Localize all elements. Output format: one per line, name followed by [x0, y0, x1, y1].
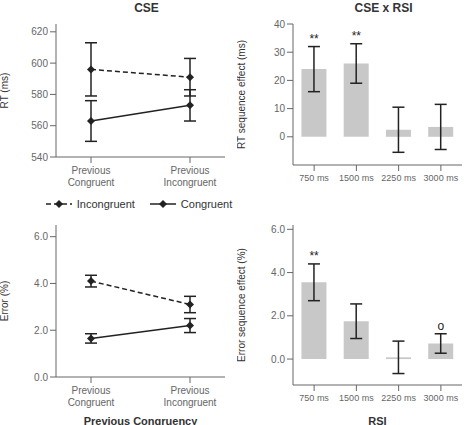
svg-text:Error sequence effect (%): Error sequence effect (%) — [237, 248, 247, 362]
svg-text:1500 ms: 1500 ms — [339, 393, 374, 403]
svg-text:6.0: 6.0 — [271, 224, 285, 235]
svg-text:0.0: 0.0 — [34, 372, 48, 383]
svg-text:PreviousIncongruent: PreviousIncongruent — [164, 385, 217, 408]
svg-text:6.0: 6.0 — [34, 231, 48, 242]
svg-text:20: 20 — [274, 75, 286, 86]
svg-text:30: 30 — [274, 47, 286, 58]
svg-text:3000 ms: 3000 ms — [424, 393, 459, 403]
svg-text:0.0: 0.0 — [271, 354, 285, 365]
svg-text:4.0: 4.0 — [34, 278, 48, 289]
svg-text:0: 0 — [279, 131, 285, 142]
svg-text:3000 ms: 3000 ms — [424, 173, 459, 183]
svg-text:o: o — [438, 319, 445, 333]
svg-text:540: 540 — [31, 152, 48, 163]
svg-text:RT (ms): RT (ms) — [8, 73, 10, 109]
svg-text:2250 ms: 2250 ms — [381, 393, 416, 403]
svg-text:RSI: RSI — [368, 415, 386, 425]
svg-text:10: 10 — [274, 103, 286, 114]
html-text:CSE x RSI: CSE x RSI — [354, 1, 413, 15]
svg-text:PreviousCongruent: PreviousCongruent — [68, 385, 115, 408]
svg-text:PreviousIncongruent: PreviousIncongruent — [164, 165, 217, 188]
svg-text:2250 ms: 2250 ms — [381, 173, 416, 183]
html-text:CSE: CSE — [134, 1, 159, 15]
svg-text:750 ms: 750 ms — [299, 393, 329, 403]
svg-text:PreviousCongruent: PreviousCongruent — [68, 165, 115, 188]
svg-text:4.0: 4.0 — [271, 267, 285, 278]
svg-text:2.0: 2.0 — [271, 310, 285, 321]
svg-text:**: ** — [309, 249, 319, 263]
svg-text:RT sequence effect (ms): RT sequence effect (ms) — [237, 40, 247, 149]
svg-text:2.0: 2.0 — [34, 325, 48, 336]
svg-text:40: 40 — [274, 19, 286, 30]
svg-text:Error (%): Error (%) — [8, 281, 10, 322]
svg-text:Previous Congruency: Previous Congruency — [84, 415, 199, 425]
svg-text:580: 580 — [31, 89, 48, 100]
svg-text:600: 600 — [31, 58, 48, 69]
svg-text:620: 620 — [31, 26, 48, 37]
svg-text:560: 560 — [31, 120, 48, 131]
svg-text:1500 ms: 1500 ms — [339, 173, 374, 183]
svg-text:750 ms: 750 ms — [299, 173, 329, 183]
html-text:Congruent: Congruent — [180, 198, 233, 210]
html-text:Incongruent: Incongruent — [76, 198, 135, 210]
svg-text:**: ** — [309, 32, 319, 46]
svg-text:**: ** — [352, 29, 362, 43]
